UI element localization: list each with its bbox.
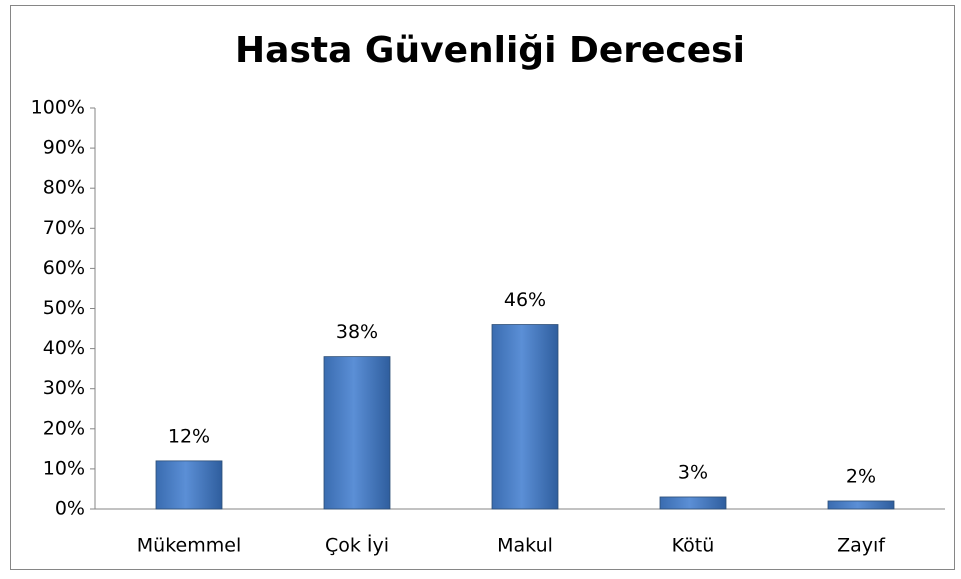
y-tick-label: 60% xyxy=(43,257,85,279)
data-label: 12% xyxy=(168,425,210,447)
data-label: 38% xyxy=(336,321,378,343)
y-tick-label: 100% xyxy=(31,97,85,119)
y-tick-label: 50% xyxy=(43,297,85,319)
y-tick-label: 90% xyxy=(43,137,85,159)
y-tick-label: 80% xyxy=(43,177,85,199)
bar xyxy=(323,356,391,510)
bar xyxy=(491,324,559,510)
bar xyxy=(155,460,223,510)
bar xyxy=(659,496,727,510)
y-tick-label: 30% xyxy=(43,377,85,399)
data-label: 2% xyxy=(846,465,876,487)
data-label: 46% xyxy=(504,289,546,311)
data-label: 3% xyxy=(678,461,708,483)
x-tick-label: Mükemmel xyxy=(137,535,241,557)
bar xyxy=(827,500,895,510)
x-tick-label: Makul xyxy=(497,535,553,557)
y-tick-label: 20% xyxy=(43,417,85,439)
y-tick-label: 70% xyxy=(43,217,85,239)
chart-frame xyxy=(10,5,955,570)
x-tick-label: Çok İyi xyxy=(325,534,389,557)
y-tick-label: 40% xyxy=(43,337,85,359)
x-tick-label: Zayıf xyxy=(837,535,886,557)
chart-title: Hasta Güvenliği Derecesi xyxy=(235,30,745,71)
x-tick-label: Kötü xyxy=(672,535,715,557)
y-tick-label: 0% xyxy=(55,498,85,520)
y-tick-label: 10% xyxy=(43,457,85,479)
